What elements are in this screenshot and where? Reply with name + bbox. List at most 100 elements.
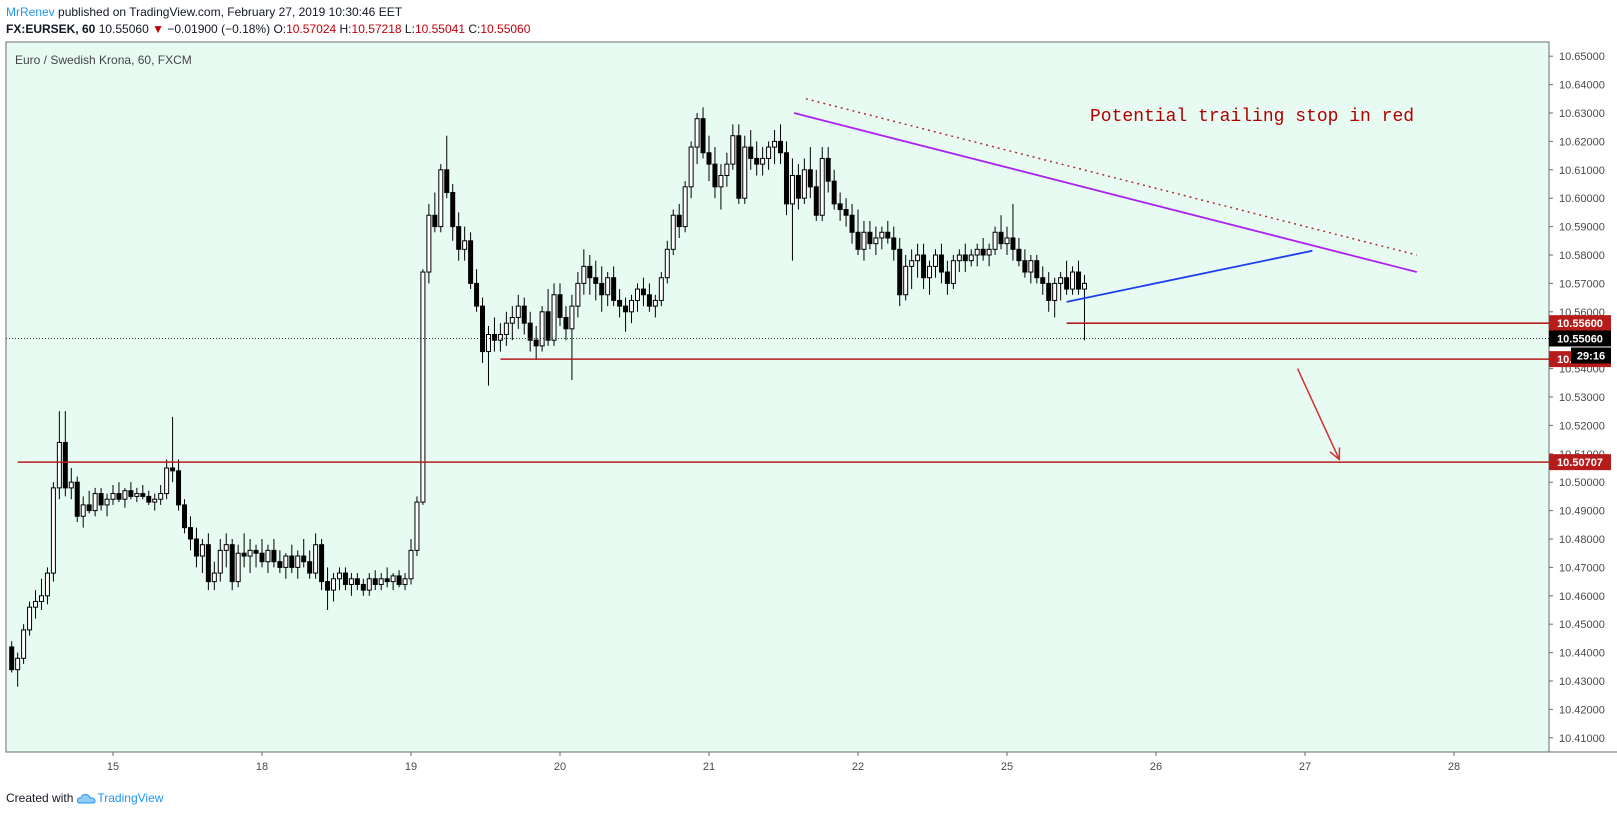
y-tick-label: 10.48000: [1559, 534, 1605, 546]
candle-body: [390, 575, 396, 583]
candle-body: [1016, 248, 1022, 262]
candle-body: [527, 322, 533, 341]
candle-body: [1040, 277, 1046, 284]
x-tick-label: 15: [107, 761, 119, 773]
candle-bear: [962, 243, 968, 273]
candle-bull: [485, 326, 491, 386]
candle-body: [158, 493, 164, 500]
candle-bull: [313, 533, 319, 579]
candle-bear: [676, 203, 682, 238]
candle-body: [235, 552, 241, 583]
candle-bull: [158, 485, 164, 505]
level-price-label-bg: [1549, 315, 1611, 332]
x-tick-label: 19: [405, 761, 417, 773]
candle-bull: [760, 147, 766, 176]
candle-bull: [956, 249, 962, 273]
y-tick-label: 10.64000: [1559, 80, 1605, 92]
candle-bear: [229, 539, 235, 591]
candle-bull: [515, 294, 521, 329]
y-tick-label: 10.47000: [1559, 562, 1605, 574]
current-price-label: 10.55060: [1557, 333, 1603, 345]
candle-body: [1052, 282, 1058, 301]
candle-bear: [855, 209, 861, 255]
candle-bear: [938, 243, 944, 284]
open-label: O:: [273, 22, 287, 36]
candle-body: [938, 254, 944, 273]
author-link[interactable]: MrRenev: [6, 5, 55, 19]
x-axis: 15 18 19 20 21 22 25 26 27 28: [107, 752, 1460, 773]
candle-body: [432, 214, 438, 228]
candle-bear: [843, 198, 849, 227]
candle-body: [617, 299, 623, 307]
candle-body: [843, 209, 849, 216]
candle-body: [336, 572, 342, 580]
candle-body: [104, 498, 110, 506]
candle-bear: [712, 147, 718, 199]
candle-bear: [176, 459, 182, 511]
candle-body: [56, 441, 62, 489]
candle-body: [819, 157, 825, 216]
open-value: 10.57024: [286, 22, 337, 36]
candle-body: [718, 174, 724, 188]
candle-bear: [450, 184, 456, 241]
candle-bear: [9, 641, 15, 673]
candle-body: [968, 254, 974, 262]
candle-body: [348, 578, 354, 585]
candle-bull: [766, 141, 772, 170]
candle-body: [932, 254, 938, 267]
publish-info: published on TradingView.com, February 2…: [58, 5, 403, 19]
candle-bear: [474, 269, 480, 312]
candle-body: [831, 180, 837, 205]
candle-bear: [301, 539, 307, 568]
candle-bull: [730, 124, 736, 170]
candle-bear: [831, 169, 837, 210]
candle-body: [1028, 260, 1034, 273]
candle-body: [885, 231, 891, 239]
tradingview-brand[interactable]: TradingView: [77, 790, 163, 806]
candle-bear: [646, 283, 652, 312]
candle-bull: [348, 573, 354, 596]
candle-body: [27, 606, 33, 631]
candle-bull: [950, 255, 956, 290]
candle-bear: [1076, 260, 1082, 295]
candle-body: [33, 600, 39, 608]
candle-body: [396, 575, 402, 585]
candle-body: [700, 118, 706, 154]
candle-bull: [152, 493, 158, 511]
candle-bear: [396, 570, 402, 588]
candle-body: [438, 169, 444, 228]
candle-bull: [879, 226, 885, 250]
candle-body: [354, 578, 360, 585]
y-tick-label: 10.60000: [1559, 193, 1605, 205]
candle-body: [664, 248, 670, 279]
candle-bull: [1052, 277, 1058, 318]
candle-bear: [736, 124, 742, 204]
candle-body: [778, 140, 784, 154]
candle-body: [569, 305, 575, 330]
candle-bear: [944, 260, 950, 295]
candle-body: [682, 186, 688, 228]
candles: [9, 107, 1087, 687]
candle-body: [9, 646, 15, 671]
candle-body: [837, 203, 843, 211]
candle-bear: [545, 289, 551, 346]
candle-bear: [563, 306, 569, 341]
candle-bull: [915, 243, 921, 278]
candle-bear: [611, 266, 617, 307]
current-price-label-bg: [1549, 330, 1611, 347]
x-tick-label: 20: [554, 761, 566, 773]
candle-bear: [521, 297, 527, 335]
candle-body: [68, 481, 74, 489]
candle-body: [38, 595, 44, 602]
candle-bull: [414, 496, 420, 557]
candle-bull: [1004, 226, 1010, 255]
candle-bear: [754, 141, 760, 176]
plot-area[interactable]: [5, 41, 1550, 753]
candle-bull: [861, 220, 867, 261]
y-tick-label: 10.62000: [1559, 136, 1605, 148]
publish-header: MrRenev published on TradingView.com, Fe…: [6, 4, 402, 20]
candle-body: [807, 169, 813, 188]
candle-bear: [587, 255, 593, 295]
candle-body: [921, 254, 927, 279]
